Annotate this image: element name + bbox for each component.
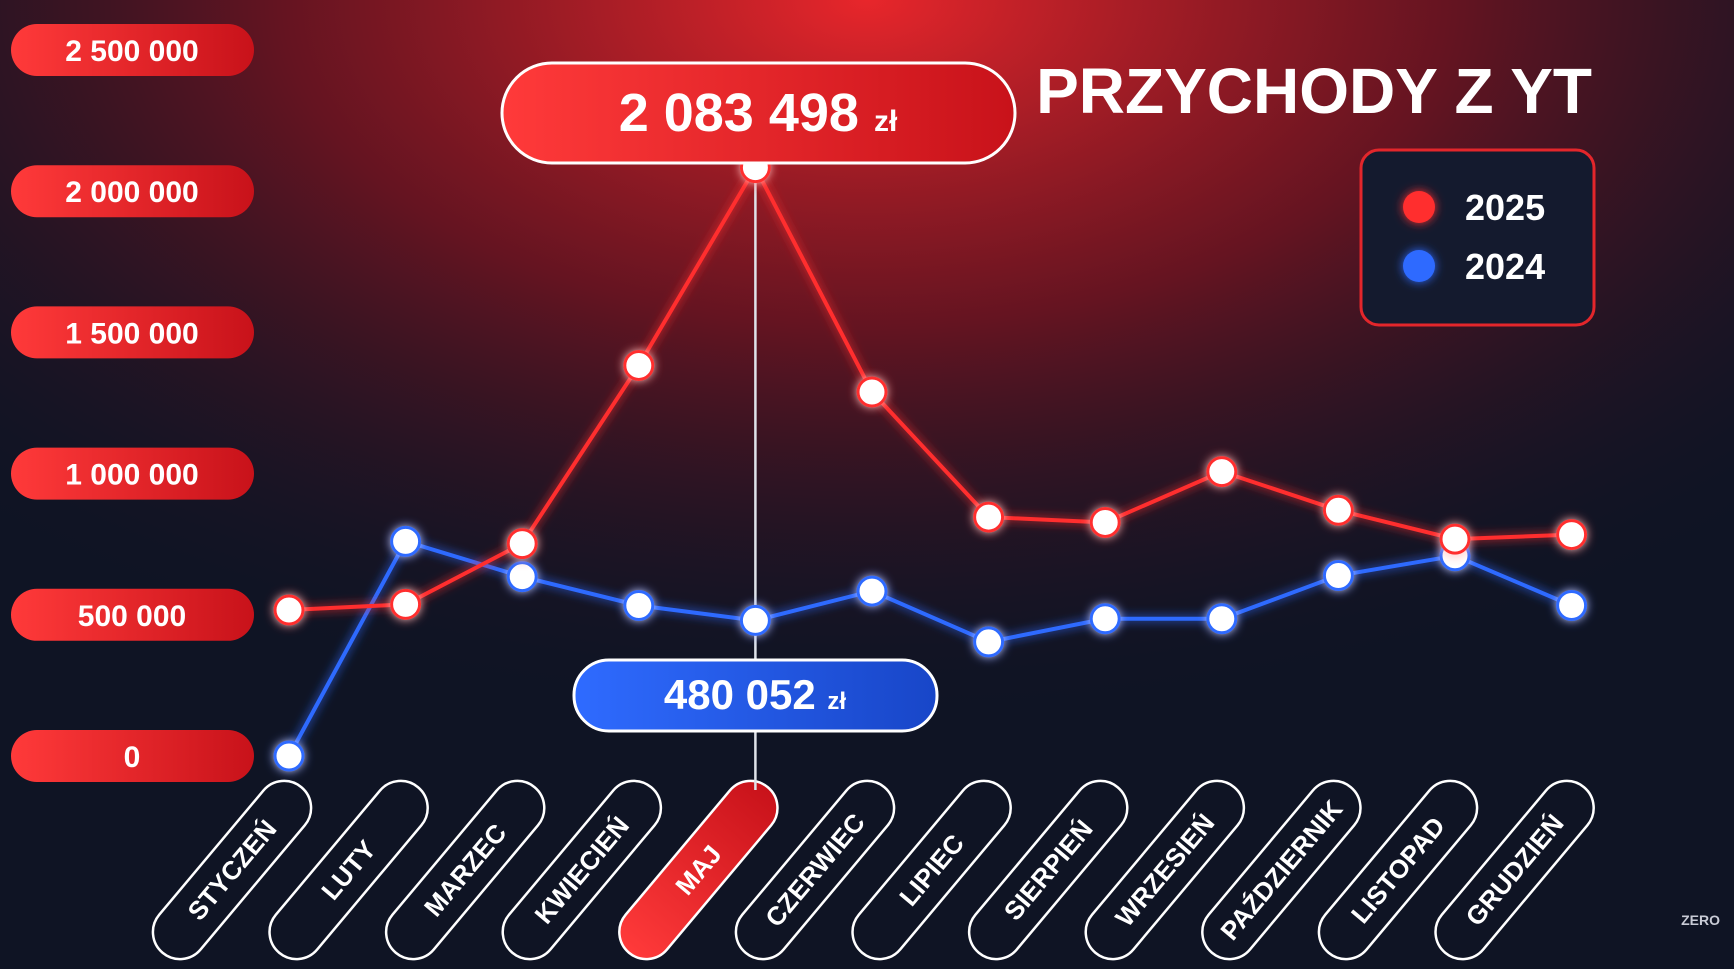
data-point-2025[interactable] bbox=[1556, 519, 1588, 551]
series-line-2025 bbox=[288, 163, 1572, 612]
svg-text:480 052 zł: 480 052 zł bbox=[664, 671, 847, 718]
svg-text:2 083 498 zł: 2 083 498 zł bbox=[619, 83, 898, 143]
data-point-2025[interactable] bbox=[1206, 456, 1238, 488]
month-pill[interactable]: MAJ bbox=[608, 770, 788, 969]
legend-dot-2025 bbox=[1403, 191, 1435, 223]
y-tick-label: 1 000 000 bbox=[65, 459, 198, 492]
legend-label: 2024 bbox=[1465, 246, 1545, 287]
legend-label: 2025 bbox=[1465, 187, 1545, 228]
callout-value: 480 052 bbox=[664, 671, 828, 718]
callout-unit: zł bbox=[874, 105, 898, 138]
data-point-2025[interactable] bbox=[1439, 523, 1471, 555]
data-point-2025[interactable] bbox=[623, 349, 655, 381]
watermark: ZERO bbox=[1681, 912, 1720, 928]
data-point-2024[interactable] bbox=[390, 525, 422, 557]
y-tick-pill bbox=[11, 165, 254, 218]
y-tick-pill bbox=[11, 24, 254, 76]
callout-2025: 2 083 498 zł bbox=[500, 61, 1017, 165]
data-point-2025[interactable] bbox=[390, 588, 422, 620]
data-point-2025[interactable] bbox=[506, 528, 538, 560]
callout-unit: zł bbox=[827, 688, 846, 715]
chart-title: PRZYCHODY Z YT bbox=[1036, 55, 1592, 127]
data-point-2024[interactable] bbox=[506, 561, 538, 593]
y-tick-label: 2 500 000 bbox=[65, 35, 198, 68]
y-tick-label: 500 000 bbox=[78, 600, 186, 633]
data-point-2024[interactable] bbox=[1089, 603, 1121, 635]
callout-value: 2 083 498 bbox=[619, 83, 874, 143]
data-point-2024[interactable] bbox=[623, 589, 655, 621]
data-point-2024[interactable] bbox=[856, 575, 888, 607]
y-tick-pill bbox=[11, 447, 254, 500]
data-point-2024[interactable] bbox=[273, 740, 305, 772]
data-point-2024[interactable] bbox=[1322, 560, 1354, 592]
data-point-2025[interactable] bbox=[273, 594, 305, 626]
data-point-2025[interactable] bbox=[856, 376, 888, 408]
callout-2024: 480 052 zł bbox=[572, 658, 939, 733]
legend: 2025 2024 bbox=[1359, 148, 1596, 327]
y-tick-pill bbox=[11, 306, 254, 359]
y-tick-label: 2 000 000 bbox=[65, 176, 198, 209]
data-point-2024[interactable] bbox=[973, 626, 1005, 658]
y-tick-pill bbox=[11, 730, 254, 782]
series-line-2024 bbox=[287, 538, 1573, 757]
data-point-2025[interactable] bbox=[973, 501, 1005, 533]
data-point-2024[interactable] bbox=[1206, 603, 1238, 635]
data-point-2025[interactable] bbox=[1089, 506, 1121, 538]
y-tick-label: 0 bbox=[124, 741, 141, 774]
y-tick-label: 1 500 000 bbox=[65, 317, 198, 350]
data-point-2024[interactable] bbox=[1556, 589, 1588, 621]
legend-dot-2024 bbox=[1403, 250, 1435, 282]
data-point-2024[interactable] bbox=[739, 604, 771, 636]
y-tick-pill bbox=[11, 588, 254, 641]
data-point-2025[interactable] bbox=[1322, 494, 1354, 526]
